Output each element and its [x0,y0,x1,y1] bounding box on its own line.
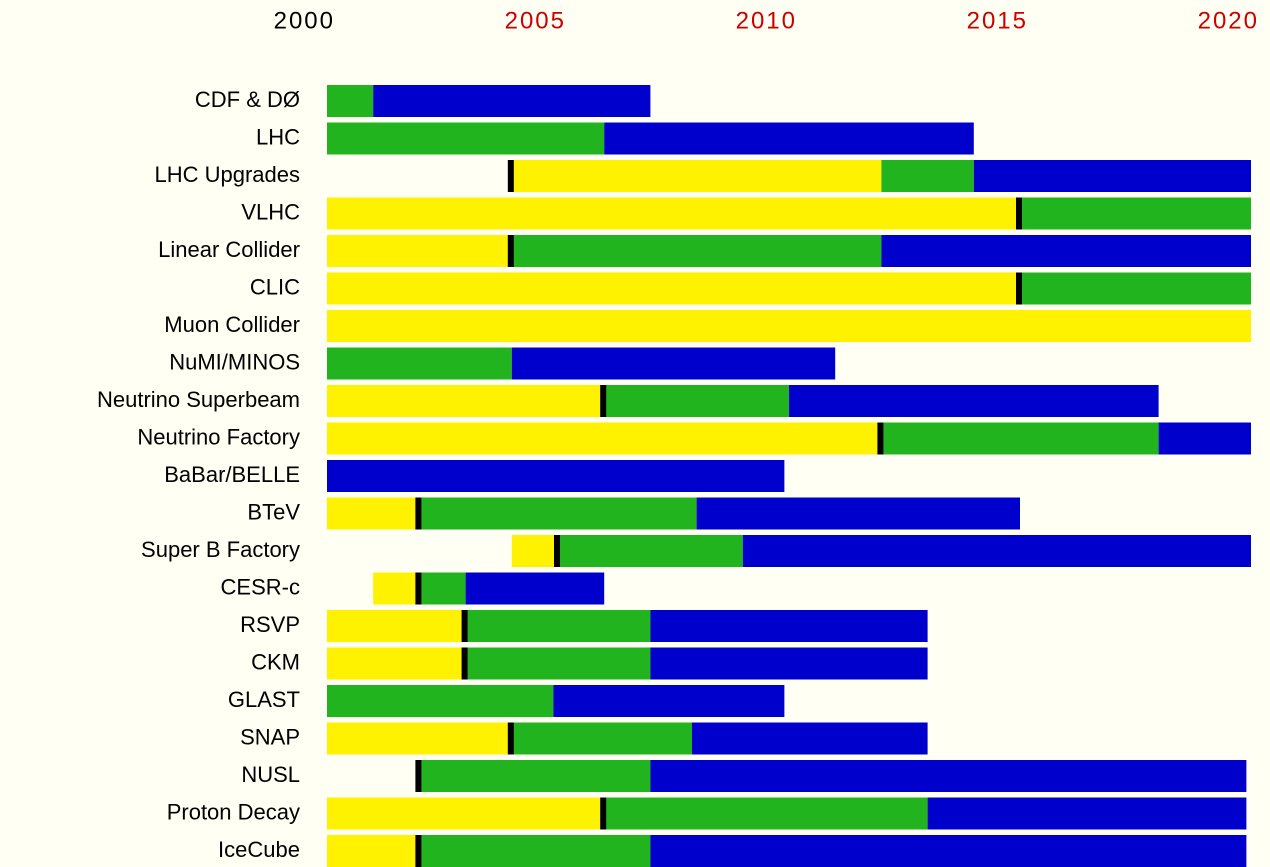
milestone-marker [415,497,422,530]
row-label: BaBar/BELLE [164,462,300,487]
row-label: Super B Factory [141,537,300,562]
phase-bar [1020,197,1251,230]
milestone-marker [1016,272,1022,305]
phase-bar [511,347,836,380]
phase-bar [881,235,1251,267]
phase-bar [1158,422,1251,455]
phase-bar [881,422,1159,455]
x-tick-label: 2020 [1198,7,1259,34]
milestone-marker [415,835,422,867]
x-tick-label: 2015 [967,7,1028,34]
phase-bar [650,760,1247,792]
x-tick-label: 2000 [274,7,335,34]
phase-bar [650,835,1247,867]
milestone-marker [600,797,607,830]
milestone-marker [877,422,884,455]
row-label: Neutrino Factory [137,424,300,449]
phase-bar [691,722,928,755]
phase-bar [419,835,651,867]
row-label: Linear Collider [158,237,300,262]
phase-bar [327,272,1020,305]
row-label: LHC Upgrades [154,162,300,187]
phase-bar [558,535,743,567]
phase-bar [881,160,974,192]
phase-bar [511,235,882,267]
milestone-marker [461,647,468,680]
phase-bar [327,347,512,380]
phase-bar [696,497,1020,530]
phase-bar [327,235,512,267]
milestone-marker [507,235,514,267]
phase-bar [327,610,466,642]
phase-bar [419,760,651,792]
row-label: SNAP [240,724,300,749]
phase-bar [465,610,651,642]
row-label: CKM [251,649,300,674]
phase-bar [789,385,1159,417]
milestone-marker [507,722,514,755]
row-label: NUSL [241,762,300,787]
phase-bar [327,685,554,717]
phase-bar [511,160,882,192]
phase-bar [419,572,466,605]
phase-bar [327,422,882,455]
row-label: VLHC [241,199,300,224]
phase-bar [465,647,651,680]
phase-bar [327,722,512,755]
phase-bar [511,722,692,755]
phase-bar [327,797,605,830]
milestone-marker [1016,197,1022,230]
phase-bar [327,385,605,417]
phase-bar [511,535,558,567]
milestone-marker [461,610,468,642]
phase-bar [604,122,974,155]
phase-bar [465,572,605,605]
phase-bar [742,535,1251,567]
row-label: Proton Decay [167,799,300,824]
row-label: CESR-c [221,574,300,599]
row-label: IceCube [218,837,300,862]
phase-bar [327,85,374,117]
milestone-marker [600,385,607,417]
milestone-marker [415,760,422,792]
phase-bar [927,797,1247,830]
row-label: LHC [256,124,300,149]
row-label: GLAST [228,687,300,712]
phase-bar [650,647,928,680]
phase-bar [327,197,1020,230]
phase-bar [373,572,420,605]
phase-bar [650,610,928,642]
phase-bar [327,460,785,492]
phase-bar [327,122,605,155]
phase-bar [419,497,697,530]
row-label: CLIC [250,274,300,299]
phase-bar [973,160,1251,192]
milestone-marker [415,572,422,605]
phase-bar [327,835,420,867]
phase-bar [327,497,420,530]
phase-bar [604,385,789,417]
phase-bar [604,797,928,830]
row-label: CDF & DØ [195,87,300,112]
x-tick-label: 2010 [736,7,797,34]
phase-bar [1020,272,1251,305]
milestone-marker [554,535,560,567]
row-label: RSVP [240,612,300,637]
row-label: Neutrino Superbeam [97,387,300,412]
phase-bar [327,647,466,680]
x-tick-label: 2005 [505,7,566,34]
phase-bar [553,685,785,717]
milestone-marker [507,160,514,192]
row-label: BTeV [247,499,300,524]
phase-bar [327,310,1251,342]
row-label: Muon Collider [164,312,300,337]
row-label: NuMI/MINOS [169,349,300,374]
phase-bar [373,85,651,117]
